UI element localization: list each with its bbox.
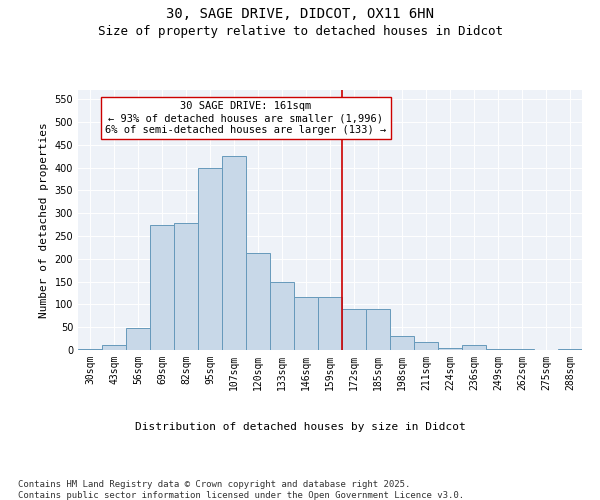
Bar xyxy=(174,223,198,350)
Bar xyxy=(342,309,366,350)
Bar xyxy=(126,328,150,350)
Bar xyxy=(102,346,126,350)
Bar xyxy=(486,348,510,350)
Bar xyxy=(270,282,294,350)
Text: 30 SAGE DRIVE: 161sqm
← 93% of detached houses are smaller (1,996)
6% of semi-de: 30 SAGE DRIVE: 161sqm ← 93% of detached … xyxy=(106,102,386,134)
Bar xyxy=(462,346,486,350)
Bar xyxy=(510,349,534,350)
Text: Distribution of detached houses by size in Didcot: Distribution of detached houses by size … xyxy=(134,422,466,432)
Y-axis label: Number of detached properties: Number of detached properties xyxy=(39,122,49,318)
Bar xyxy=(294,296,318,350)
Bar xyxy=(78,348,102,350)
Bar xyxy=(198,168,222,350)
Text: Contains HM Land Registry data © Crown copyright and database right 2025.
Contai: Contains HM Land Registry data © Crown c… xyxy=(18,480,464,500)
Text: 30, SAGE DRIVE, DIDCOT, OX11 6HN: 30, SAGE DRIVE, DIDCOT, OX11 6HN xyxy=(166,8,434,22)
Bar xyxy=(438,348,462,350)
Bar xyxy=(150,224,174,350)
Bar xyxy=(366,309,390,350)
Bar xyxy=(222,156,246,350)
Bar xyxy=(318,296,342,350)
Text: Size of property relative to detached houses in Didcot: Size of property relative to detached ho… xyxy=(97,25,503,38)
Bar xyxy=(558,349,582,350)
Bar xyxy=(390,336,414,350)
Bar xyxy=(246,253,270,350)
Bar xyxy=(414,342,438,350)
